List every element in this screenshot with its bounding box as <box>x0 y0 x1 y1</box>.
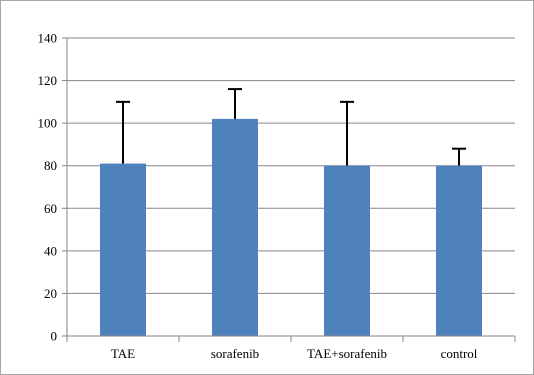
x-tick-labels: TAE sorafenib TAE+sorafenib control <box>111 346 478 361</box>
x-tick-label: control <box>441 346 478 361</box>
y-tick-label: 40 <box>44 243 57 258</box>
y-tick-label: 20 <box>44 286 57 301</box>
axes <box>62 37 516 342</box>
bar-sorafenib <box>212 118 258 336</box>
x-tick-label: TAE+sorafenib <box>307 346 387 361</box>
y-tick-label: 140 <box>38 31 58 46</box>
y-tick-label: 60 <box>44 201 57 216</box>
x-tick-label: TAE <box>111 346 135 361</box>
bars <box>100 118 482 336</box>
bar-control <box>436 165 482 336</box>
bar-tae <box>100 163 146 336</box>
y-tick-label: 120 <box>38 73 58 88</box>
y-tick-label: 80 <box>44 158 57 173</box>
x-tick-label: sorafenib <box>211 346 259 361</box>
error-bars <box>116 88 466 166</box>
y-tick-label: 100 <box>38 116 58 131</box>
bar-tae-sorafenib <box>324 165 370 336</box>
y-tick-label: 0 <box>51 329 58 344</box>
y-tick-labels: 0 20 40 60 80 100 120 140 <box>38 31 58 344</box>
